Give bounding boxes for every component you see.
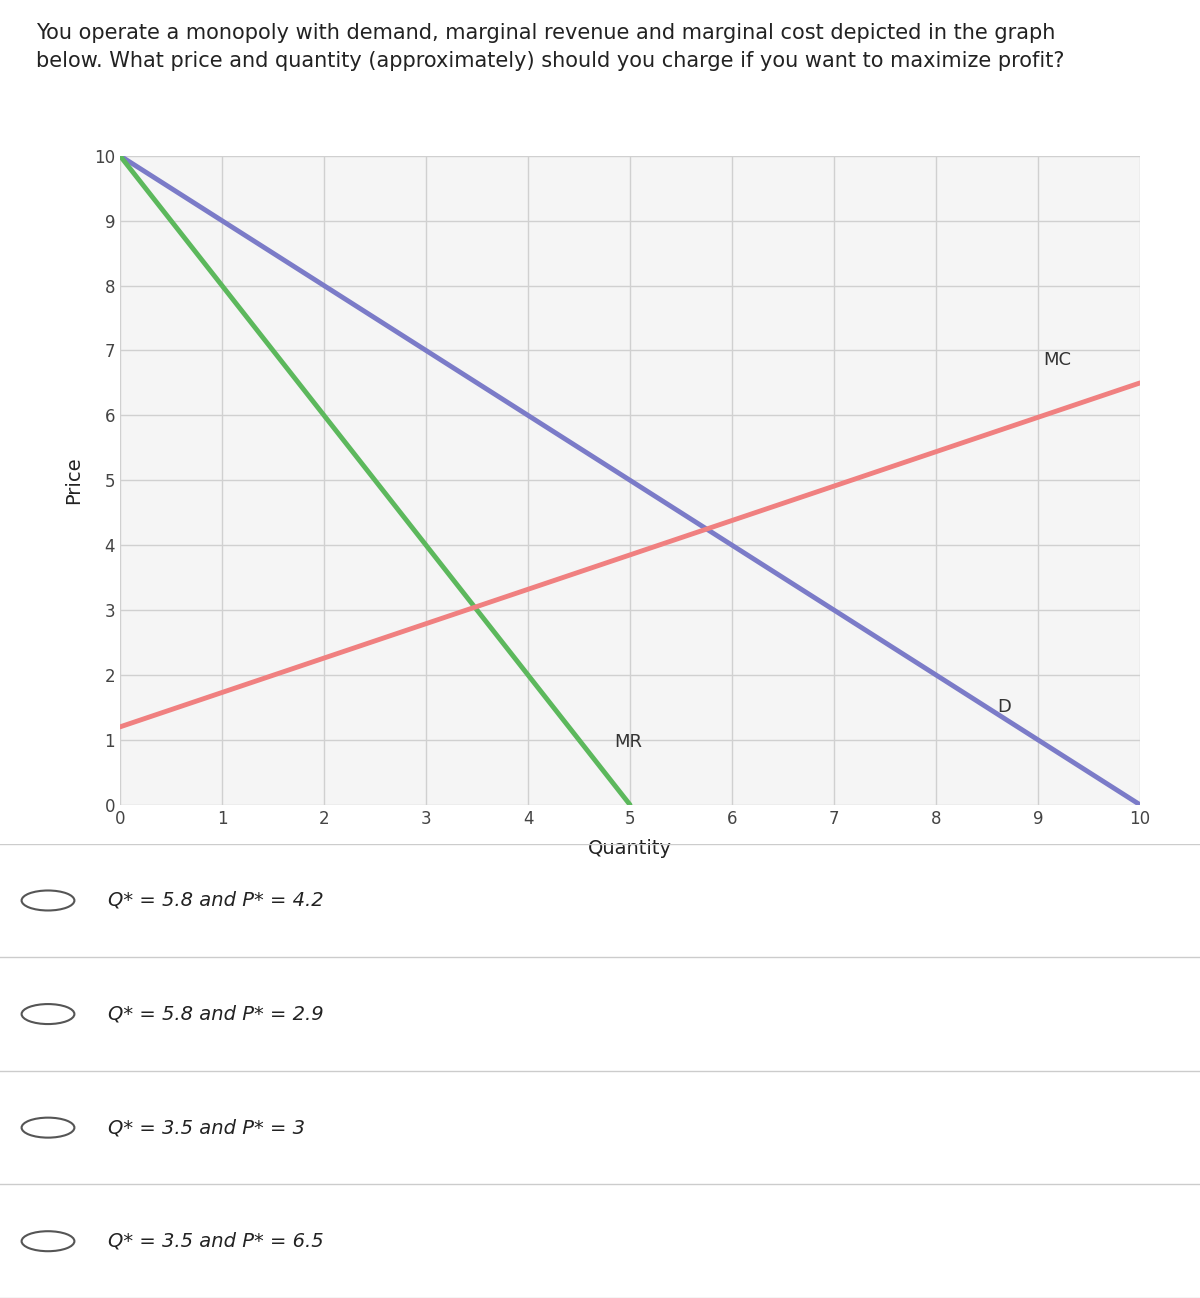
Text: You operate a monopoly with demand, marginal revenue and marginal cost depicted : You operate a monopoly with demand, marg… [36,23,1064,71]
Y-axis label: Price: Price [64,457,83,504]
Text: Q* = 5.8 and P* = 4.2: Q* = 5.8 and P* = 4.2 [108,890,324,910]
Text: MC: MC [1043,352,1072,369]
Text: Q* = 5.8 and P* = 2.9: Q* = 5.8 and P* = 2.9 [108,1005,324,1024]
Text: Q* = 3.5 and P* = 3: Q* = 3.5 and P* = 3 [108,1118,305,1137]
X-axis label: Quantity: Quantity [588,839,672,858]
Text: D: D [997,698,1012,716]
Text: Q* = 3.5 and P* = 6.5: Q* = 3.5 and P* = 6.5 [108,1232,324,1251]
Text: MR: MR [614,733,643,752]
